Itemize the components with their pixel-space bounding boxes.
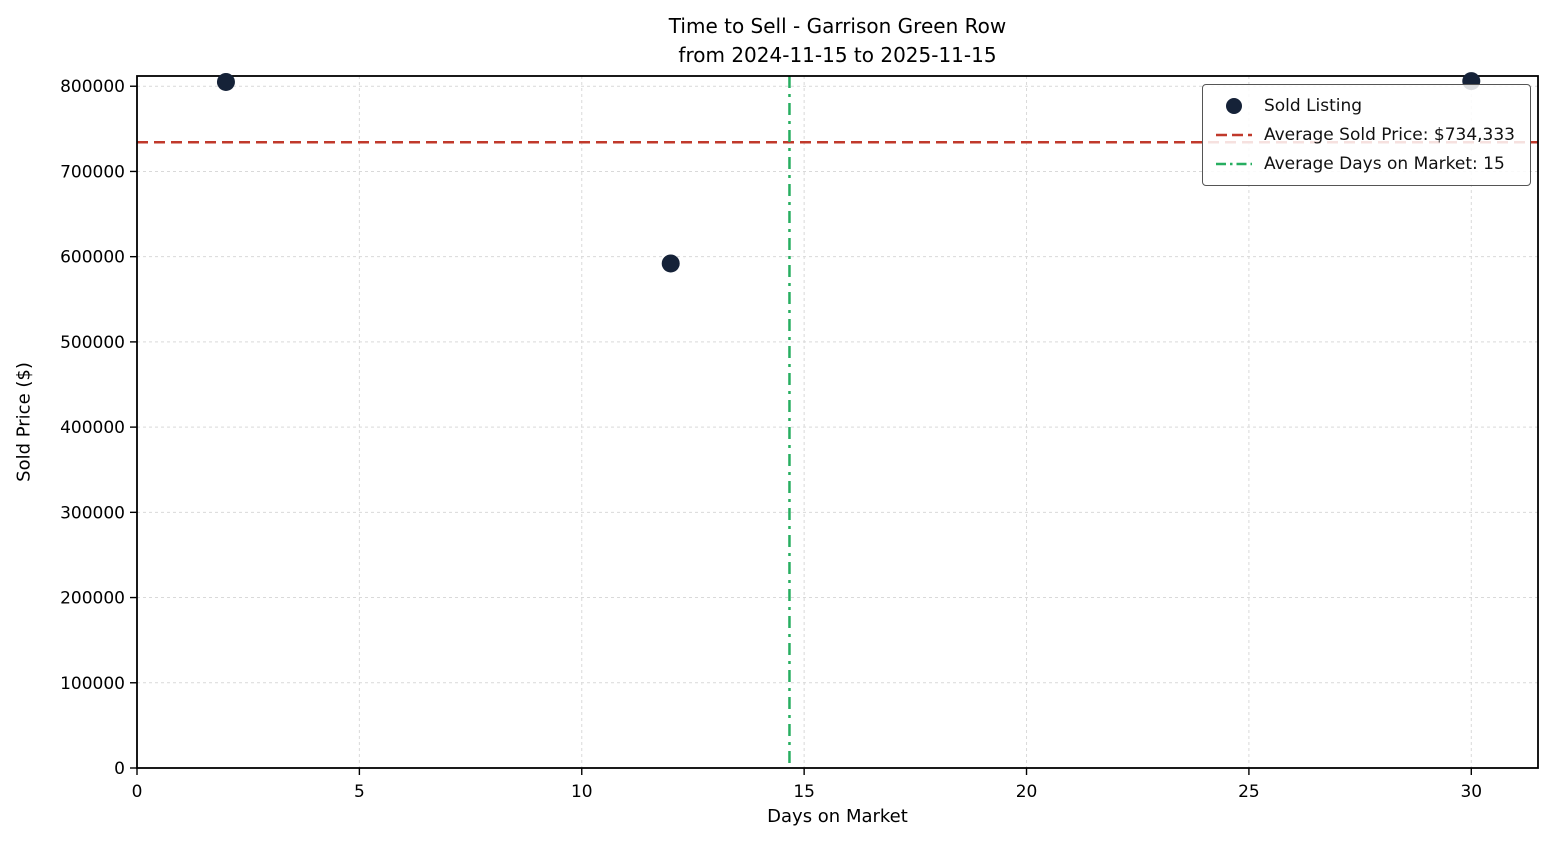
y-tick-label: 0 <box>114 759 125 779</box>
chart-title-line2: from 2024-11-15 to 2025-11-15 <box>678 43 997 67</box>
x-tick-label: 20 <box>1016 782 1038 802</box>
y-tick-label: 800000 <box>60 77 125 97</box>
legend: Sold Listing Average Sold Price: $734,333… <box>1201 84 1531 186</box>
y-tick-label: 600000 <box>60 248 125 268</box>
plot-border <box>136 75 1539 769</box>
x-tick-label: 30 <box>1460 782 1482 802</box>
y-tick-label: 300000 <box>60 503 125 523</box>
chart-title: Time to Sell - Garrison Green Row from 2… <box>137 12 1538 70</box>
legend-item: Average Sold Price: $734,333 <box>1215 125 1515 145</box>
y-tick-label: 700000 <box>60 162 125 182</box>
legend-label: Average Days on Market: 15 <box>1263 154 1505 174</box>
x-tick-label: 25 <box>1238 782 1260 802</box>
x-tick-label: 0 <box>132 782 143 802</box>
legend-dashdot-line-icon <box>1215 155 1253 173</box>
legend-item: Average Days on Market: 15 <box>1215 154 1515 174</box>
x-tick-label: 5 <box>354 782 365 802</box>
legend-label: Sold Listing <box>1263 96 1363 116</box>
legend-item: Sold Listing <box>1215 96 1515 116</box>
legend-marker-icon <box>1215 97 1253 115</box>
legend-dashed-line-icon <box>1215 126 1253 144</box>
x-axis-label: Days on Market <box>767 806 908 827</box>
y-tick-label: 500000 <box>60 333 125 353</box>
data-point <box>661 254 680 273</box>
x-tick-label: 10 <box>571 782 593 802</box>
chart-title-line1: Time to Sell - Garrison Green Row <box>668 14 1007 38</box>
x-tick-label: 15 <box>793 782 815 802</box>
y-axis-label: Sold Price ($) <box>13 362 35 482</box>
data-point <box>216 72 235 91</box>
y-tick-label: 200000 <box>60 589 125 609</box>
legend-label: Average Sold Price: $734,333 <box>1263 125 1515 145</box>
y-tick-label: 100000 <box>60 674 125 694</box>
y-tick-label: 400000 <box>60 418 125 438</box>
